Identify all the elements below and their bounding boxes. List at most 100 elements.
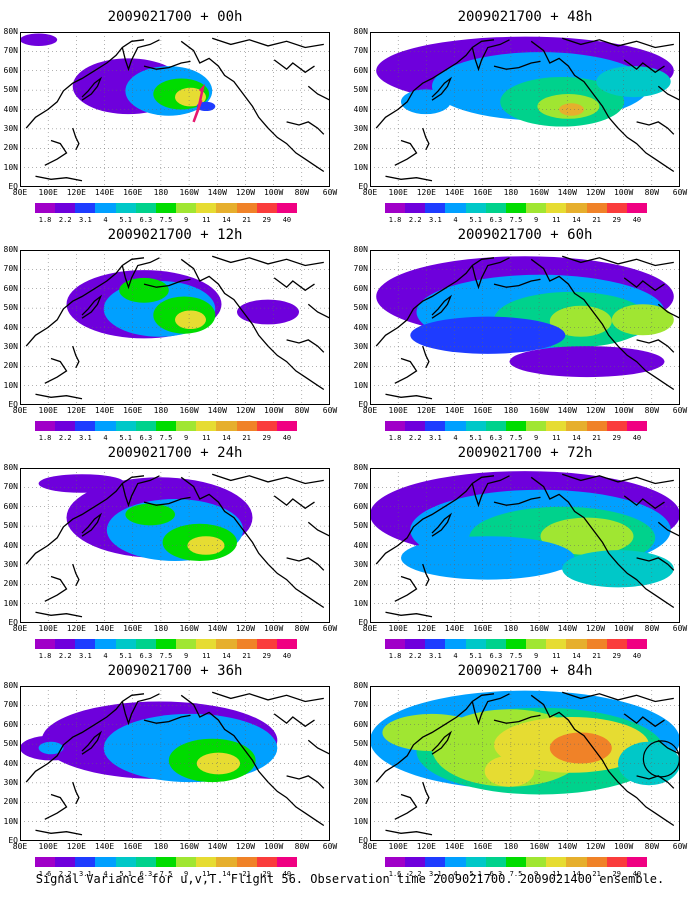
colorbar-swatch [465, 203, 486, 213]
panel-title: 2009021700 + 00h [107, 9, 243, 25]
coastline [530, 476, 675, 609]
colorbar-swatch [276, 639, 298, 649]
panel-title: 2009021700 + 72h [457, 445, 593, 461]
lon-tick-label: 80W [644, 624, 660, 633]
colorbar-label: 9 [184, 870, 189, 878]
colorbar-label: 1.8 [388, 216, 402, 224]
coastline [121, 257, 160, 290]
coastline [81, 76, 103, 101]
lat-tick-label: 10N [3, 598, 18, 608]
colorbar-swatch [425, 203, 446, 213]
map-plot: 80N 70N 60N 50N 40N 30N 20N 10N EQ 80E 100E 120E 140… [354, 28, 688, 197]
variance-contour [38, 741, 64, 755]
colorbar-swatch [176, 857, 197, 867]
colorbar-label: 9 [534, 434, 539, 442]
lon-tick-label: 100W [263, 842, 284, 851]
lon-tick-label: 160W [179, 624, 199, 633]
colorbar-swatch [586, 421, 607, 431]
lon-tick-label: 160W [529, 624, 549, 633]
colorbar-swatch [55, 421, 76, 431]
colorbar-swatch [485, 203, 506, 213]
panel-title: 2009021700 + 36h [107, 663, 243, 679]
lon-tick-label: 180 [153, 188, 169, 197]
colorbar-swatch [425, 639, 446, 649]
lon-tick-label: 120E [66, 624, 86, 633]
lon-tick-label: 180 [153, 842, 169, 851]
colorbar-label: 11 [202, 652, 211, 660]
lon-tick-label: 100W [613, 842, 634, 851]
colorbar-label: 14 [572, 434, 581, 442]
lon-tick-label: 100E [388, 624, 408, 633]
map-frame [370, 250, 680, 405]
coastline [385, 611, 433, 618]
lat-tick-label: 60N [3, 283, 18, 293]
colorbar-swatch [526, 421, 547, 431]
colorbar-label: 1.8 [38, 652, 52, 660]
lon-tick-label: 100W [263, 188, 284, 197]
lat-tick-label: EQ [8, 400, 18, 409]
colorbar-label: 4 [103, 216, 108, 224]
coastline [81, 294, 103, 319]
lat-tick-label: EQ [8, 618, 18, 627]
lon-tick-label: 80W [644, 842, 660, 851]
colorbar-swatch [465, 421, 486, 431]
colorbar-label: 11 [202, 434, 211, 442]
colorbar-label: 11 [552, 216, 561, 224]
lat-tick-label: EQ [358, 836, 368, 845]
colorbar-swatch [95, 203, 116, 213]
lon-tick-label: 180 [503, 842, 519, 851]
lat-tick-label: 80N [353, 245, 368, 254]
coastline [143, 60, 191, 70]
lat-tick-label: EQ [358, 618, 368, 627]
lon-tick-label: 120W [235, 842, 256, 851]
colorbar-label: 5.1 [469, 216, 483, 224]
colorbar-swatch [465, 639, 486, 649]
coastline [35, 611, 83, 618]
colorbar-swatch [35, 203, 56, 213]
colorbar-label: 9 [184, 652, 189, 660]
lat-tick-label: 70N [353, 264, 368, 274]
lon-tick-label: 120W [235, 624, 256, 633]
coastline [636, 775, 675, 789]
map-frame [370, 32, 680, 187]
lon-tick-label: 180 [153, 624, 169, 633]
map-frame [20, 686, 330, 841]
lat-tick-label: 30N [353, 559, 368, 569]
colorbar [35, 857, 298, 867]
colorbar-swatch [95, 857, 116, 867]
lon-tick-label: 100E [388, 406, 408, 415]
lon-tick-label: 120W [585, 842, 606, 851]
colorbar [35, 203, 298, 213]
lon-tick-label: 160W [179, 188, 199, 197]
colorbar-swatch [115, 857, 136, 867]
coastline [211, 255, 324, 267]
colorbar-label: 2.2 [58, 216, 72, 224]
coastline [471, 39, 510, 72]
variance-contour [38, 474, 126, 493]
coastline [657, 521, 680, 537]
variance-contour [175, 310, 206, 330]
colorbar-label: 5.1 [469, 434, 483, 442]
colorbar-label: 6.3 [139, 652, 153, 660]
lat-tick-label: 10N [353, 816, 368, 826]
variance-map-svg [370, 32, 680, 187]
figure-caption: Signal Variance for u,v,T. Flight 56. Ob… [35, 872, 665, 886]
lat-tick-label: 60N [3, 501, 18, 511]
colorbar [385, 421, 648, 431]
colorbar-label: 3.1 [79, 216, 92, 224]
coastline [121, 693, 160, 726]
lon-tick-label: 140E [444, 406, 465, 415]
lat-tick-label: 30N [3, 123, 18, 133]
colorbar-swatch [586, 203, 607, 213]
coastline [273, 713, 315, 728]
colorbar-swatch [135, 203, 156, 213]
lon-tick-label: 120E [416, 406, 436, 415]
flight-track [192, 83, 206, 123]
colorbar-label: 1.8 [388, 652, 402, 660]
colorbar-label: 21 [592, 434, 601, 442]
lat-tick-label: 40N [353, 104, 368, 114]
map-frame [20, 468, 330, 623]
colorbar-label: 3.1 [429, 434, 442, 442]
coastline [72, 127, 80, 151]
lat-tick-label: 80N [353, 463, 368, 472]
